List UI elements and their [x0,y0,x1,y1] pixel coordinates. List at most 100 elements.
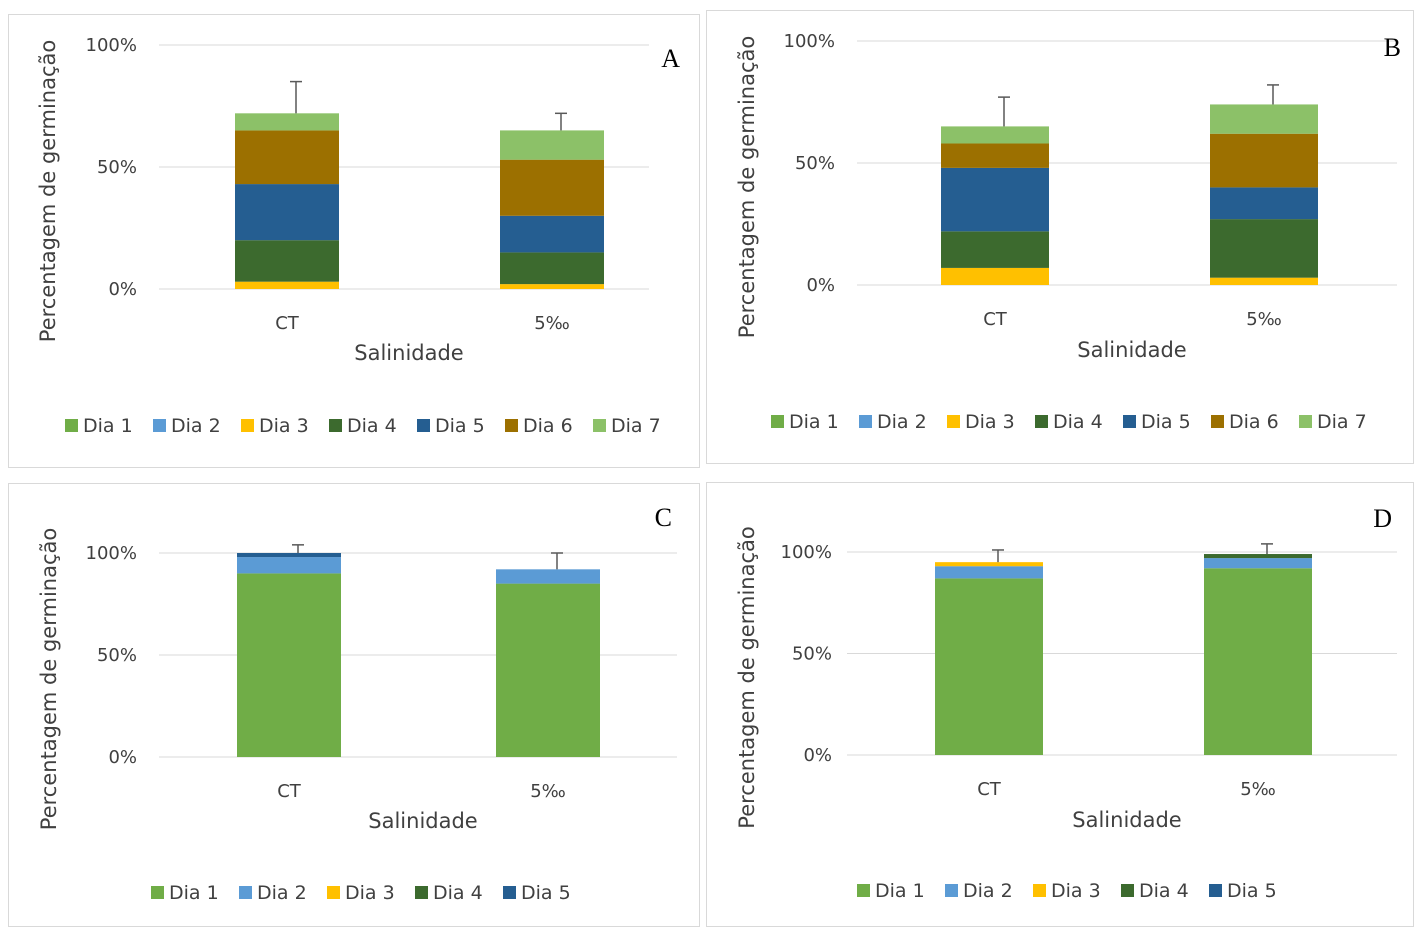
bar-segment-a-dia-7 [235,113,339,131]
x-tick-label: CT [275,313,300,334]
legend-swatch-dia-3 [241,419,254,432]
legend-swatch-dia-2 [239,886,252,899]
bar-segment-a-dia-6 [235,130,339,185]
chart-b-svg: 0% 50% 100% CT 5‰ Salinidade Percentagem de ge… [735,31,1401,433]
bar-segment-c-dia-5 [237,553,341,558]
legend-swatch-dia-2 [945,884,958,897]
legend-swatch-dia-6 [505,419,518,432]
legend-swatch-dia-4 [329,419,342,432]
legend-label: Dia 5 [521,882,571,904]
bar-segment-d-dia-4 [1204,554,1312,559]
bar-segment-d-dia-2 [935,566,1043,579]
legend-swatch-dia-3 [327,886,340,899]
legend-swatch-dia-1 [151,886,164,899]
legend-swatch-dia-5 [503,886,516,899]
panel-letter-label: C [655,503,672,532]
bar-segment-c-dia-2 [496,569,600,584]
legend-swatch-dia-1 [857,884,870,897]
bar-segment-d-dia-1 [1204,568,1312,755]
chart-panel-d: 0% 50% 100% CT 5‰ Salinidade Percentagem de ge… [706,482,1414,927]
bar-segment-a-dia-5 [235,184,339,241]
chart-panel-c: 0% 50% 100% CT 5‰ Salinidade Percentagem de ge… [8,483,700,927]
bar-segment-b-dia-3 [1210,277,1318,285]
y-tick-label: 0% [803,745,832,766]
legend-label: Dia 1 [789,411,839,433]
y-axis-title: Percentagem de germinação [735,36,759,338]
bar-segment-b-dia-5 [1210,187,1318,220]
legend-label: Dia 4 [433,882,483,904]
bar-segment-b-dia-6 [1210,133,1318,188]
bar-segment-b-dia-3 [941,267,1049,285]
bar-segment-a-dia-3 [235,281,339,289]
x-tick-label: 5‰ [1246,309,1282,330]
panel-letter-label: B [1384,33,1401,62]
legend-swatch-dia-7 [593,419,606,432]
bar-segment-d-dia-3 [935,562,1043,567]
legend-label: Dia 4 [1139,880,1189,902]
x-axis-title: Salinidade [1077,338,1186,362]
bar-segment-a-dia-3 [500,284,604,289]
y-axis-title: Percentagem de germinação [735,526,759,828]
bar-segment-b-dia-6 [941,143,1049,168]
legend-label: Dia 4 [347,415,397,437]
bar-segment-a-dia-4 [235,240,339,282]
y-tick-label: 0% [108,747,137,768]
bar-segment-b-dia-7 [941,126,1049,144]
legend-label: Dia 3 [259,415,309,437]
panel-letter-label: D [1373,504,1392,533]
x-tick-label: 5‰ [530,781,566,802]
x-tick-label: 5‰ [1240,779,1276,800]
bar-segment-a-dia-5 [500,215,604,253]
legend-swatch-dia-5 [1209,884,1222,897]
bar-segment-b-dia-4 [1210,219,1318,278]
y-axis-title: Percentagem de germinação [37,528,61,830]
bar-segment-d-dia-1 [935,578,1043,755]
legend-swatch-dia-4 [1035,415,1048,428]
legend-label: Dia 6 [1229,411,1279,433]
y-tick-label: 50% [97,157,137,178]
legend-swatch-dia-3 [1033,884,1046,897]
y-axis-title: Percentagem de germinação [36,40,60,342]
legend-label: Dia 2 [257,882,307,904]
bar-segment-c-dia-1 [496,583,600,757]
y-tick-label: 0% [108,279,137,300]
legend-label: Dia 1 [83,415,133,437]
panel-letter-label: A [661,44,680,73]
chart-c-svg: 0% 50% 100% CT 5‰ Salinidade Percentagem de ge… [37,503,677,904]
legend-swatch-dia-5 [1123,415,1136,428]
bar-segment-d-dia-2 [1204,558,1312,569]
legend-label: Dia 2 [963,880,1013,902]
bar-segment-b-dia-5 [941,167,1049,232]
y-tick-label: 100% [781,542,832,563]
legend-swatch-dia-3 [947,415,960,428]
chart-panel-a: 0% 50% 100% CT 5‰ Salinidade Percentagem de ge… [8,14,700,468]
bar-segment-c-dia-2 [237,557,341,574]
y-tick-label: 50% [97,645,137,666]
x-axis-title: Salinidade [368,809,477,833]
y-tick-label: 50% [792,644,832,665]
legend-label: Dia 1 [875,880,925,902]
x-tick-label: CT [277,781,302,802]
chart-a-svg: 0% 50% 100% CT 5‰ Salinidade Percentagem de ge… [36,35,680,437]
legend-swatch-dia-1 [771,415,784,428]
x-tick-label: CT [977,779,1002,800]
y-tick-label: 0% [806,275,835,296]
x-axis-title: Salinidade [1072,808,1181,832]
legend-swatch-dia-4 [1121,884,1134,897]
bar-segment-a-dia-6 [500,159,604,216]
legend-label: Dia 5 [435,415,485,437]
y-tick-label: 100% [86,35,137,56]
legend-swatch-dia-1 [65,419,78,432]
legend-swatch-dia-5 [417,419,430,432]
bar-segment-b-dia-4 [941,231,1049,268]
legend-label: Dia 5 [1227,880,1277,902]
x-tick-label: CT [983,309,1008,330]
legend-swatch-dia-2 [859,415,872,428]
legend-label: Dia 3 [965,411,1015,433]
bar-segment-c-dia-1 [237,573,341,757]
y-tick-label: 100% [784,31,835,52]
legend-swatch-dia-2 [153,419,166,432]
legend-label: Dia 4 [1053,411,1103,433]
bar-segment-b-dia-7 [1210,104,1318,134]
x-axis-title: Salinidade [354,341,463,365]
